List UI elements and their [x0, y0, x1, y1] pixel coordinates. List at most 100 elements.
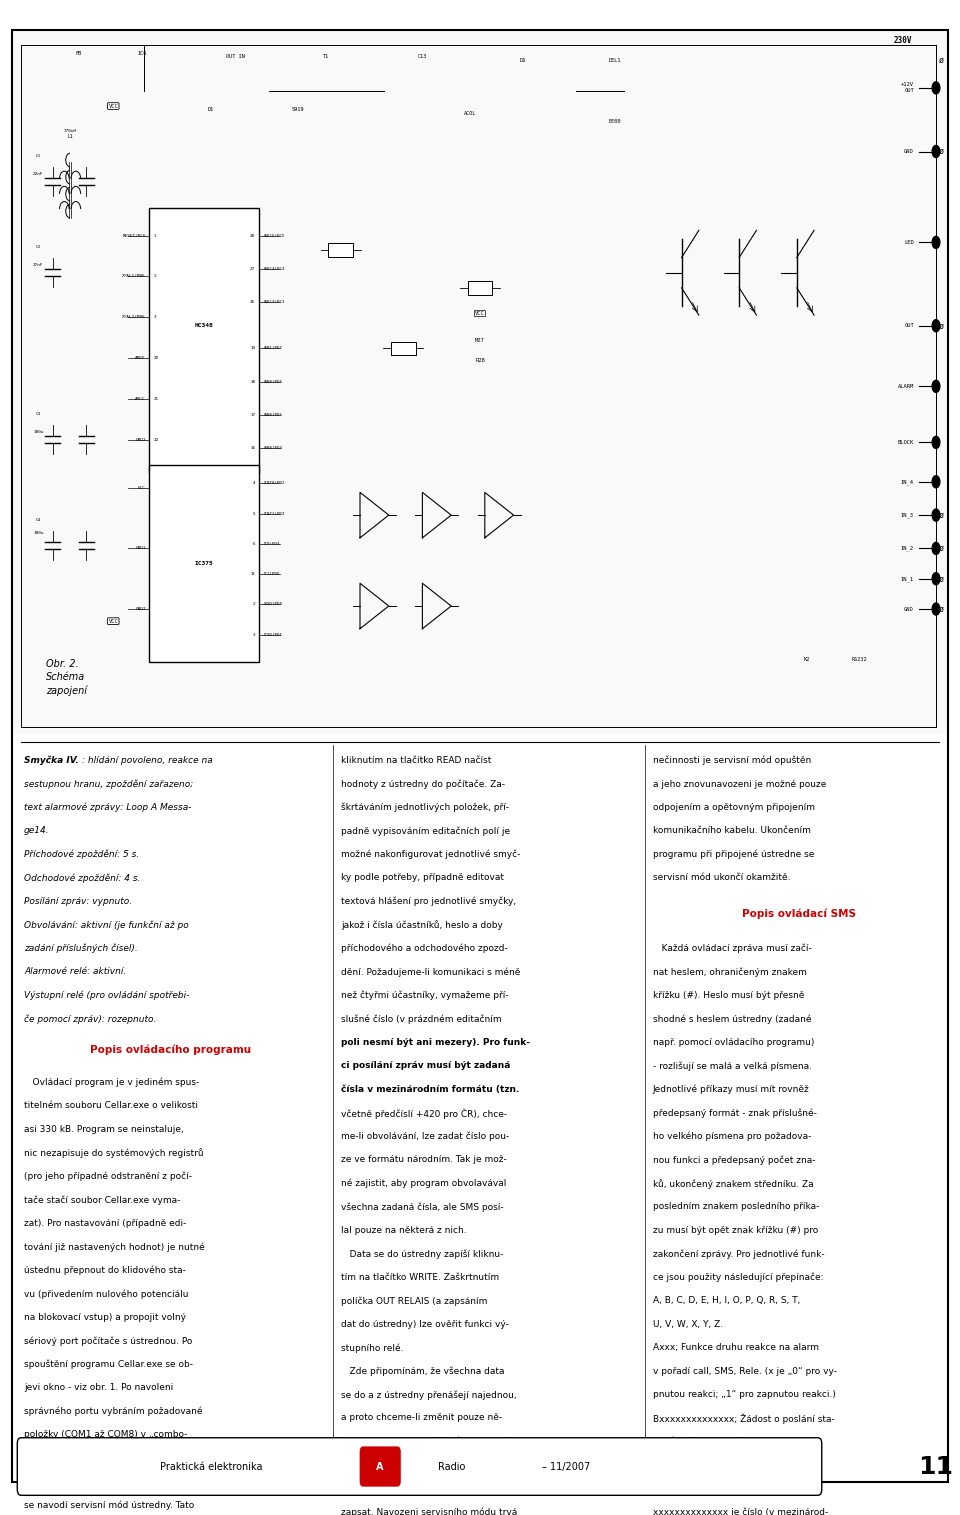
- Text: U, V, W, X, Y, Z.: U, V, W, X, Y, Z.: [653, 1320, 723, 1329]
- Text: D6: D6: [520, 58, 526, 64]
- Text: zat). Pro nastavování (případně edi-: zat). Pro nastavování (případně edi-: [24, 1218, 186, 1227]
- Text: me-li obvolávání, lze zadat číslo pou-: me-li obvolávání, lze zadat číslo pou-: [341, 1132, 509, 1141]
- Circle shape: [932, 436, 940, 448]
- Text: ge14.: ge14.: [24, 827, 50, 835]
- Text: jevi okno - viz obr. 1. Po navoleni: jevi okno - viz obr. 1. Po navoleni: [24, 1383, 173, 1392]
- Circle shape: [932, 145, 940, 158]
- Text: a jeho znovunavozeni je možné pouze: a jeho znovunavozeni je možné pouze: [653, 779, 827, 789]
- Text: 3: 3: [154, 315, 156, 320]
- Text: OUT: OUT: [904, 323, 914, 329]
- Text: čísla v mezinárodním formátu (tzn.: čísla v mezinárodním formátu (tzn.: [341, 1085, 519, 1094]
- Text: položky (COM1 až COM8) v „combo-: položky (COM1 až COM8) v „combo-: [24, 1430, 187, 1439]
- Text: K2: K2: [804, 656, 809, 662]
- Circle shape: [932, 82, 940, 94]
- Text: odpojením a opětovným připojením: odpojením a opětovným připojením: [653, 803, 815, 812]
- Text: (RXD)PD0: (RXD)PD0: [262, 603, 282, 606]
- Text: A, B, C, D, E, H, I, O, P, Q, R, S, T,: A, B, C, D, E, H, I, O, P, Q, R, S, T,: [653, 1297, 801, 1304]
- Text: lal pouze na některá z nich.: lal pouze na některá z nich.: [341, 1226, 467, 1235]
- Text: Data se do ústredny zapíší kliknu-: Data se do ústredny zapíší kliknu-: [341, 1250, 503, 1259]
- Text: IC375: IC375: [195, 561, 213, 567]
- Text: M27: M27: [475, 338, 485, 344]
- Text: FB: FB: [76, 50, 82, 56]
- Text: Každá ovládací zpráva musí začí-: Každá ovládací zpráva musí začí-: [653, 944, 811, 953]
- Text: A: A: [376, 1462, 384, 1471]
- Text: Posílání zpráv: vypnuto.: Posílání zpráv: vypnuto.: [24, 897, 132, 906]
- Text: slušné číslo (v prázdném editačním: slušné číslo (v prázdném editačním: [341, 1015, 501, 1024]
- Text: GND: GND: [904, 148, 914, 155]
- Text: Popis ovládacího programu: Popis ovládacího programu: [90, 1045, 251, 1056]
- Bar: [468, 280, 492, 295]
- Text: (ADC3)PC3: (ADC3)PC3: [262, 300, 284, 305]
- Text: (posílání zpráv při alarmu). Parametr: (posílání zpráv při alarmu). Parametr: [653, 1485, 820, 1492]
- Text: ACOL: ACOL: [464, 111, 477, 117]
- Text: ALARM: ALARM: [898, 383, 914, 389]
- Text: L1: L1: [67, 135, 73, 139]
- Text: než čtyřmi účastníky, vymažeme pří-: než čtyřmi účastníky, vymažeme pří-: [341, 991, 509, 1000]
- Text: vu (přivedením nulového potenciálu: vu (přivedením nulového potenciálu: [24, 1289, 188, 1298]
- Text: Obr. 2.
Schéma
zapojení: Obr. 2. Schéma zapojení: [46, 659, 87, 695]
- Text: Jednotlivé příkazy musí mít rovněž: Jednotlivé příkazy musí mít rovněž: [653, 1085, 809, 1094]
- Text: tače stačí soubor Cellar.exe vyma-: tače stačí soubor Cellar.exe vyma-: [24, 1195, 180, 1204]
- Text: ústednu přepnout do klidového sta-: ústednu přepnout do klidového sta-: [24, 1265, 186, 1276]
- Text: Smyčka IV.: Smyčka IV.: [24, 756, 79, 765]
- Circle shape: [932, 476, 940, 488]
- FancyBboxPatch shape: [17, 1438, 822, 1495]
- Text: 11: 11: [919, 1454, 953, 1479]
- Text: Alarmové relé: aktivní.: Alarmové relé: aktivní.: [24, 968, 127, 976]
- Text: AVCC: AVCC: [135, 397, 146, 401]
- Text: hodnoty z ústredny do počítače. Za-: hodnoty z ústredny do počítače. Za-: [341, 779, 505, 789]
- Text: IN_4: IN_4: [900, 479, 914, 485]
- Text: S919: S919: [291, 106, 304, 112]
- Text: (T1)PD5: (T1)PD5: [262, 573, 279, 576]
- Text: posledním znakem posledního příka-: posledním znakem posledního příka-: [653, 1203, 819, 1210]
- Text: VCC: VCC: [138, 486, 146, 489]
- Text: (AN0)PD4: (AN0)PD4: [262, 447, 282, 450]
- Bar: [391, 341, 416, 356]
- Bar: [149, 465, 259, 662]
- Text: BLOCK: BLOCK: [898, 439, 914, 445]
- Text: předepsaný formát - znak příslušné-: předepsaný formát - znak příslušné-: [653, 1109, 817, 1118]
- Circle shape: [932, 603, 940, 615]
- Text: C2: C2: [36, 245, 41, 248]
- Text: nou funkci a předepsaný počet zna-: nou funkci a předepsaný počet zna-: [653, 1156, 815, 1165]
- Text: 3: 3: [252, 633, 255, 636]
- Text: Praktická elektronika: Praktická elektronika: [160, 1462, 262, 1471]
- Text: dat do ústredny) lze ověřit funkci vý-: dat do ústredny) lze ověřit funkci vý-: [341, 1320, 509, 1329]
- Text: LED: LED: [904, 239, 914, 245]
- Text: 18: 18: [251, 380, 255, 383]
- Text: programu při připojené ústredne se: programu při připojené ústredne se: [653, 850, 814, 859]
- Text: z ústredny načíst, provest požadovanou: z ústredny načíst, provest požadovanou: [341, 1460, 521, 1470]
- Text: ø: ø: [939, 544, 944, 553]
- Text: pnutou reakci; „1“ pro zapnutou reakci.): pnutou reakci; „1“ pro zapnutou reakci.): [653, 1391, 835, 1398]
- Text: správného portu vybráním požadované: správného portu vybráním požadované: [24, 1406, 203, 1417]
- Text: ků, ukončený znakem středníku. Za: ků, ukončený znakem středníku. Za: [653, 1179, 813, 1189]
- Text: Obvolávání: aktivní (je funkční až po: Obvolávání: aktivní (je funkční až po: [24, 921, 189, 930]
- Text: zapsat. Navozeni servisního módu trvá: zapsat. Navozeni servisního módu trvá: [341, 1507, 517, 1515]
- Text: jakož i čísla účastníků, heslo a doby: jakož i čísla účastníků, heslo a doby: [341, 921, 503, 930]
- Text: – 11/2007: – 11/2007: [542, 1462, 590, 1471]
- Text: komunikačního kabelu. Ukončením: komunikačního kabelu. Ukončením: [653, 827, 810, 835]
- Text: vové zprávy typu B (zpráva s vypsa-: vové zprávy typu B (zpráva s vypsa-: [653, 1438, 818, 1447]
- Text: sestupnou hranu, zpoždění zařazeno;: sestupnou hranu, zpoždění zařazeno;: [24, 779, 193, 789]
- Text: text alarmové zprávy: Loop A Messa-: text alarmové zprávy: Loop A Messa-: [24, 803, 191, 812]
- Text: 770uH: 770uH: [63, 129, 77, 133]
- Text: Bxxxxxxxxxxxxxx; Žádost o poslání sta-: Bxxxxxxxxxxxxxx; Žádost o poslání sta-: [653, 1413, 834, 1424]
- Text: nými čísly účastníků pro obvolávání: nými čísly účastníků pro obvolávání: [653, 1460, 815, 1471]
- Text: IN_2: IN_2: [900, 545, 914, 551]
- Text: ø: ø: [939, 56, 944, 65]
- Text: ho velkého písmena pro požadova-: ho velkého písmena pro požadova-: [653, 1132, 811, 1141]
- FancyBboxPatch shape: [360, 1447, 400, 1486]
- Text: če pomocí zpráv): rozepnuto.: če pomocí zpráv): rozepnuto.: [24, 1015, 156, 1024]
- Text: 17: 17: [251, 414, 255, 417]
- Text: 27: 27: [251, 267, 255, 271]
- Text: se do a z ústredny přenášejí najednou,: se do a z ústredny přenášejí najednou,: [341, 1391, 516, 1400]
- Text: RESET/PC6: RESET/PC6: [122, 233, 146, 238]
- Text: AREF: AREF: [135, 356, 146, 361]
- Text: 6: 6: [252, 542, 255, 545]
- Text: který parametr, je vhodné nejprve data: který parametr, je vhodné nejprve data: [341, 1438, 520, 1447]
- Text: ø: ø: [939, 511, 944, 520]
- Circle shape: [932, 509, 940, 521]
- Text: (pro jeho případné odstranění z počí-: (pro jeho případné odstranění z počí-: [24, 1171, 192, 1182]
- Text: nečinnosti je servisní mód opuštěn: nečinnosti je servisní mód opuštěn: [653, 756, 811, 765]
- Text: GND2: GND2: [135, 608, 146, 611]
